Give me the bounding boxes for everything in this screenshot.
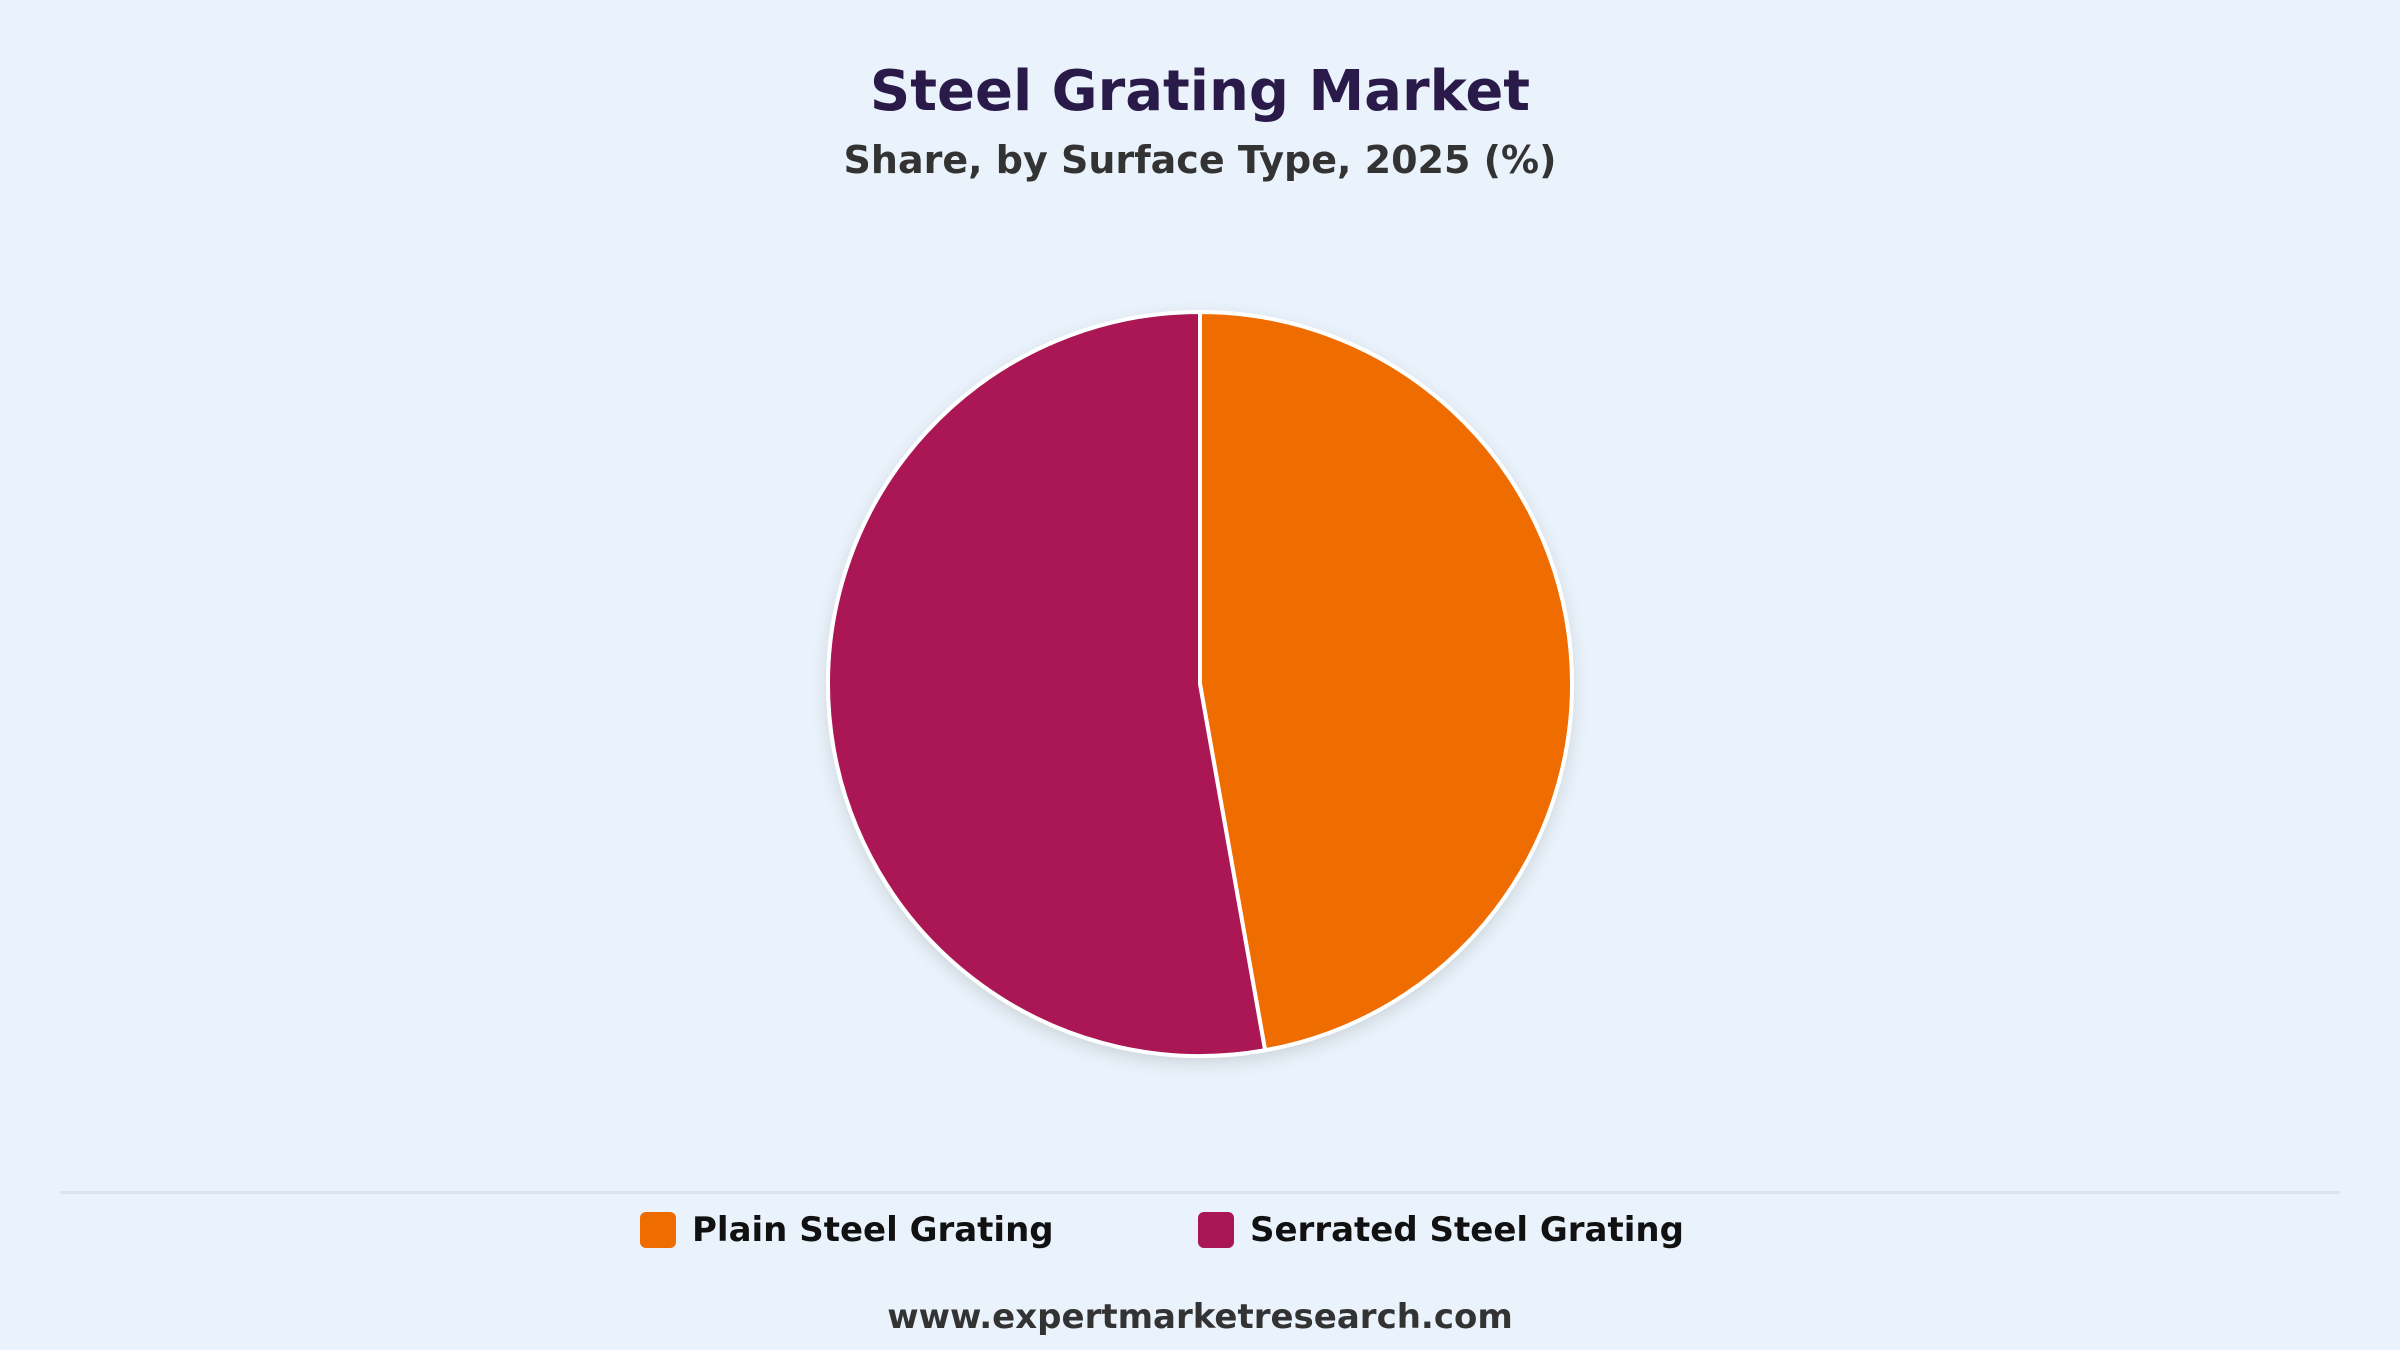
legend-swatch-serrated	[1198, 1212, 1234, 1248]
legend-item-serrated-steel-grating[interactable]: Serrated Steel Grating	[1198, 1205, 1684, 1255]
legend: Plain Steel Grating Serrated Steel Grati…	[0, 1205, 2400, 1255]
chart-title: Steel Grating Market	[869, 59, 1531, 124]
legend-label-serrated: Serrated Steel Grating	[1250, 1210, 1684, 1250]
source-url: www.expertmarketresearch.com	[887, 1297, 1513, 1337]
pie-slice-plain-steel-grating[interactable]	[1198, 310, 1574, 1053]
chart-subtitle: Share, by Surface Type, 2025 (%)	[843, 138, 1557, 182]
legend-item-plain-steel-grating[interactable]: Plain Steel Grating	[640, 1205, 1054, 1255]
legend-divider	[60, 1191, 2340, 1194]
legend-swatch-plain	[640, 1212, 676, 1248]
pie-slices	[826, 310, 1574, 1058]
pie-slice-serrated-steel-grating[interactable]	[826, 310, 1268, 1058]
legend-label-plain: Plain Steel Grating	[692, 1210, 1054, 1250]
